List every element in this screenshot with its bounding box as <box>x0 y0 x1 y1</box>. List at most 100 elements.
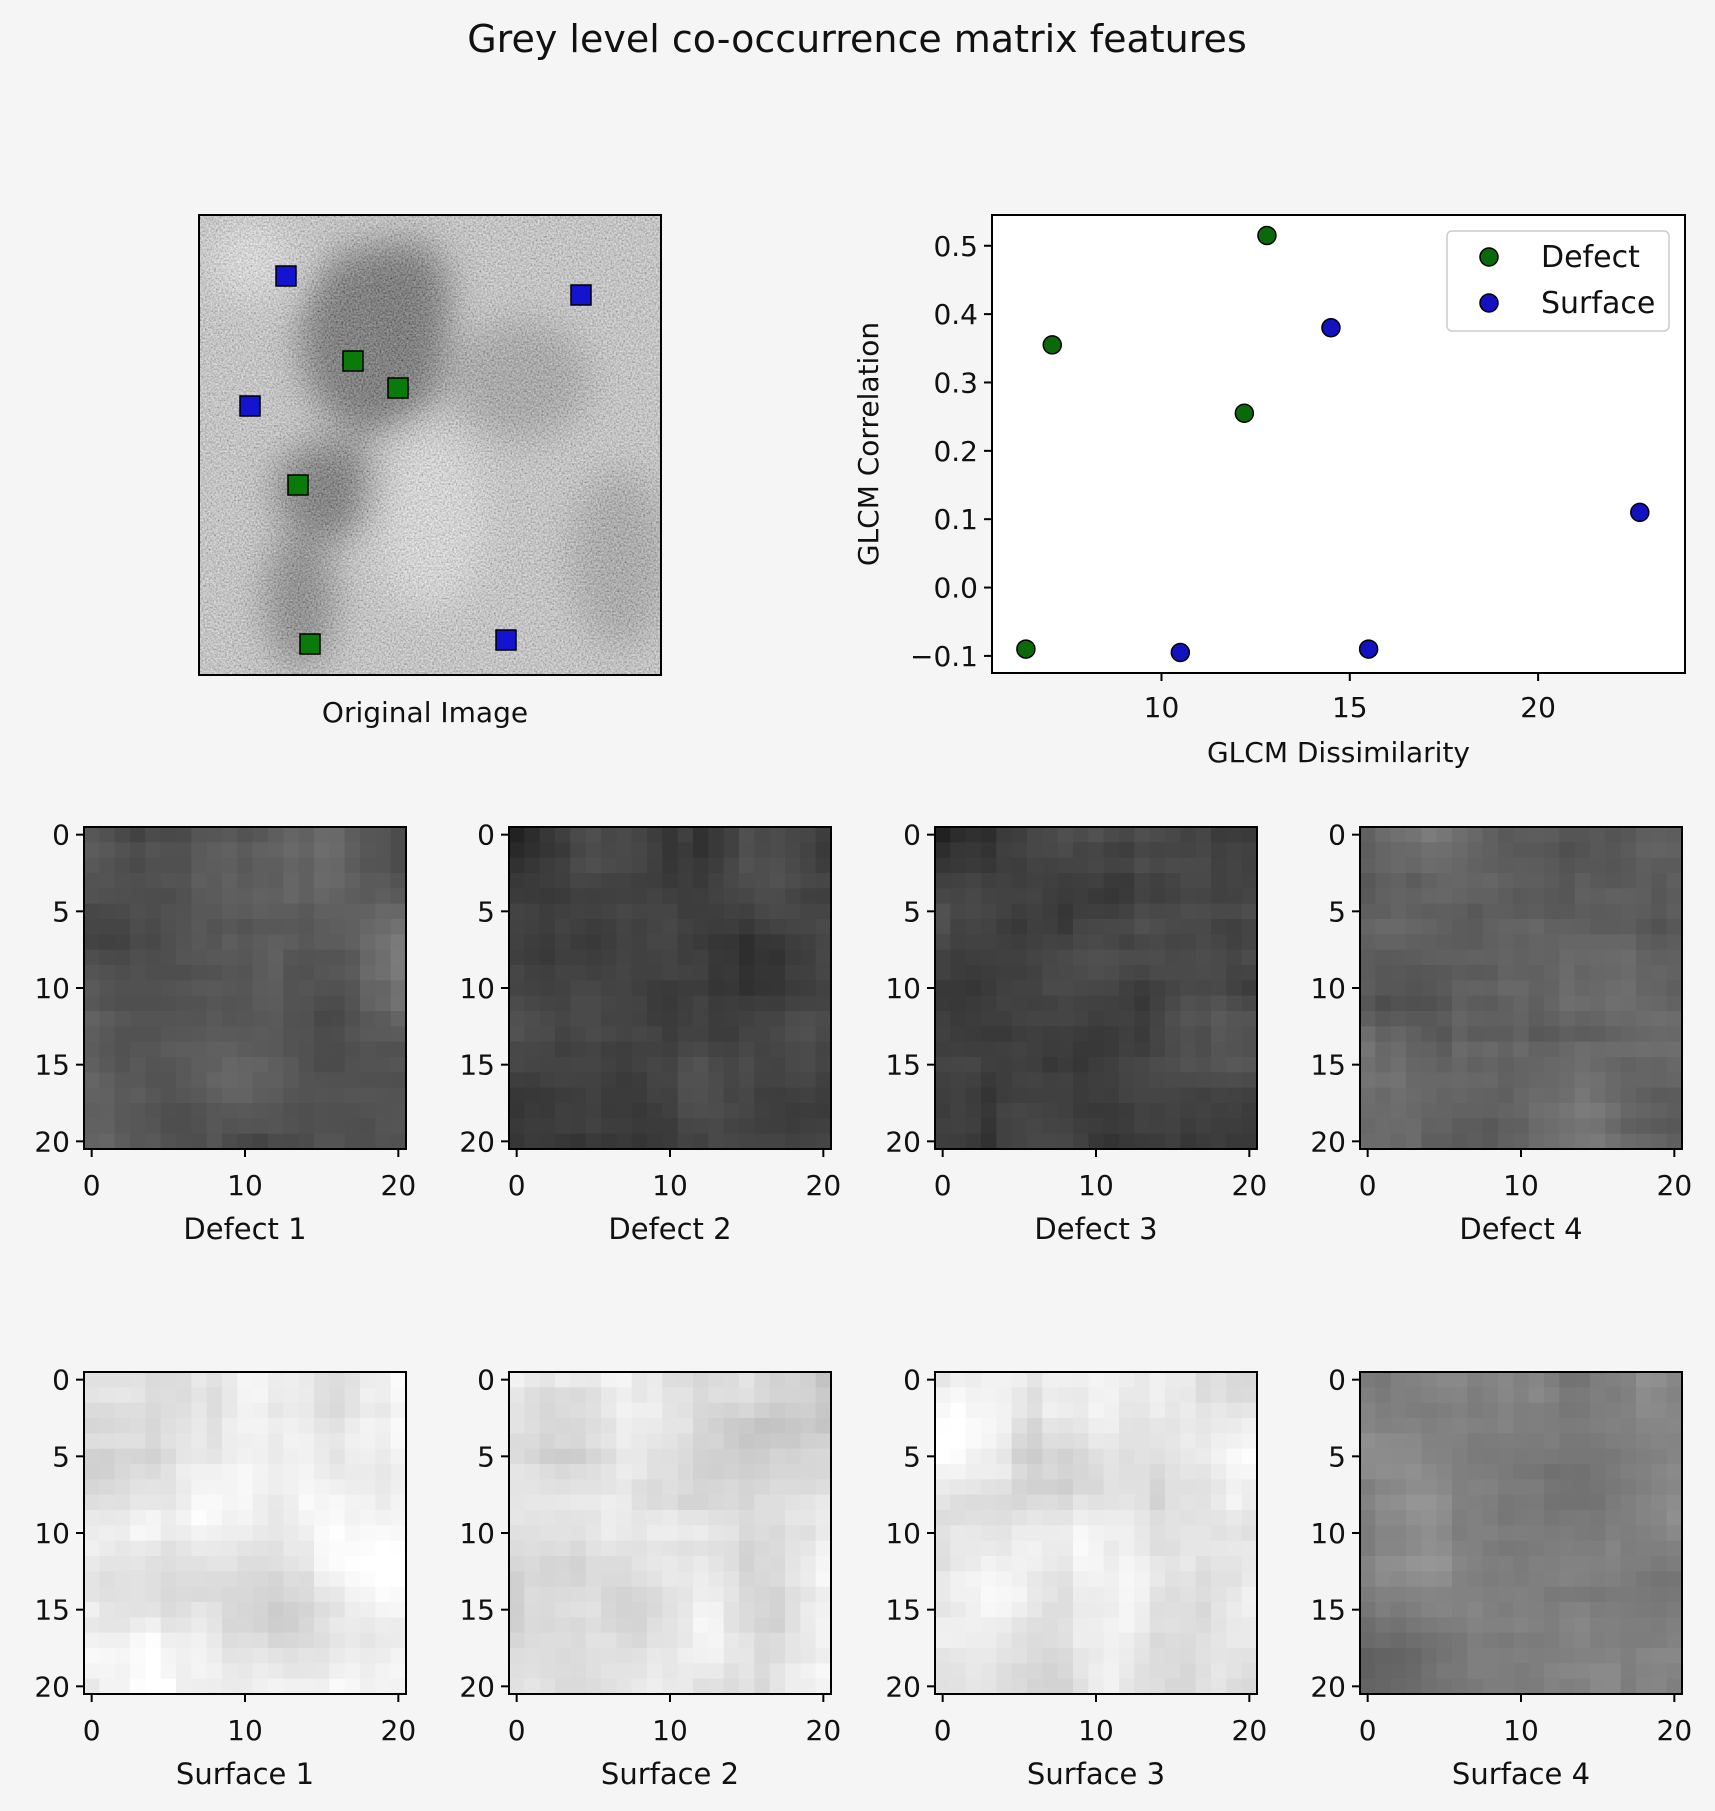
patch-pixel <box>981 888 997 905</box>
patch-pixel <box>283 1602 300 1618</box>
patch-pixel <box>1057 1556 1074 1572</box>
patch-pixel <box>1574 827 1591 843</box>
patch-pixel <box>965 857 982 874</box>
patch-pixel <box>1042 1057 1059 1073</box>
patch-pixel <box>769 1464 786 1480</box>
patch-pixel <box>616 1372 633 1388</box>
patch-pixel <box>1211 1525 1227 1542</box>
patch-pixel <box>1666 1464 1683 1480</box>
patch-pixel <box>1088 1087 1105 1104</box>
patch-pixel <box>815 1663 832 1680</box>
patch-pixel <box>935 1571 951 1588</box>
patch-pixel <box>815 1133 832 1150</box>
patch-pixel <box>1103 1011 1120 1027</box>
patch-pixel <box>1436 1678 1453 1695</box>
patch-pixel <box>723 1663 740 1680</box>
patch-pixel <box>1195 888 1212 905</box>
patch-pixel <box>1452 1011 1468 1027</box>
patch-pixel <box>647 1617 663 1634</box>
patch-pixel <box>344 1602 361 1618</box>
patch-pixel <box>539 1648 556 1664</box>
patch-pixel <box>1165 965 1181 981</box>
patch-pixel <box>509 1057 525 1073</box>
patch-pixel <box>314 995 330 1012</box>
patch-pixel <box>570 1571 587 1588</box>
patch-pixel <box>191 1026 208 1043</box>
patch-pixel <box>935 949 951 966</box>
patch-pixel <box>616 1648 633 1664</box>
patch-pixel <box>390 1540 407 1557</box>
patch-pixel <box>1482 919 1499 935</box>
patch-pixel <box>1436 1057 1453 1073</box>
patch-pixel <box>616 1678 633 1695</box>
patch-pixel <box>739 1087 755 1104</box>
patch-pixel <box>785 1540 801 1557</box>
patch-pixel <box>1544 1448 1560 1465</box>
patch-pixel <box>360 1556 376 1572</box>
patch-pixel <box>314 1448 330 1465</box>
patch-pixel <box>191 1011 208 1027</box>
patch-pixel <box>130 1041 146 1058</box>
patch-pixel <box>769 1041 786 1058</box>
patch-pixel <box>206 873 223 889</box>
patch-pixel <box>1241 827 1258 843</box>
patch-pixel <box>1149 965 1166 981</box>
patch-pixel <box>314 1464 330 1480</box>
patch-pixel <box>524 1632 541 1649</box>
patch-pixel <box>1436 1464 1453 1480</box>
patch-pixel <box>191 1525 208 1542</box>
patch-pixel <box>360 1026 376 1043</box>
patch-pixel <box>815 1402 832 1419</box>
patch-pixel <box>1057 1418 1074 1434</box>
patch-pixel <box>375 1586 392 1603</box>
patch-pixel <box>1651 1133 1668 1150</box>
patch-pixel <box>1165 1540 1181 1557</box>
patch-pixel <box>677 1133 694 1150</box>
patch-pixel <box>981 1571 997 1588</box>
patch-pixel <box>647 1387 663 1404</box>
patch-pixel <box>1590 1663 1606 1680</box>
patch-pixel <box>965 1433 982 1450</box>
patch-pixel <box>996 1372 1013 1388</box>
patch-pixel <box>84 980 100 997</box>
patch-pixel <box>99 1133 116 1150</box>
patch-pixel <box>616 1041 633 1058</box>
patch-pixel <box>99 1448 116 1465</box>
patch-pixel <box>1636 1448 1652 1465</box>
patch-pixel <box>662 888 679 905</box>
patch-pixel <box>1211 1510 1227 1526</box>
patch-pixel <box>677 857 694 874</box>
patch-title: Defect 3 <box>1034 1212 1157 1246</box>
patch-pixel <box>631 1678 648 1695</box>
patch-pixel <box>539 1586 556 1603</box>
patch-pixel <box>1498 1372 1514 1388</box>
patch-pixel <box>950 934 967 951</box>
patch-pixel <box>1375 1448 1392 1465</box>
patch-pixel <box>1651 903 1668 920</box>
patch-pixel <box>99 1103 116 1119</box>
patch-pixel <box>815 1556 832 1572</box>
patch-pixel <box>1666 1540 1683 1557</box>
patch-pixel <box>1241 1041 1258 1058</box>
patch-pixel <box>769 1087 786 1104</box>
patch-pixel <box>950 1118 967 1135</box>
patch-pixel <box>739 1494 755 1511</box>
patch-pixel <box>298 857 315 874</box>
patch-pixel <box>1375 1571 1392 1588</box>
patch-y-tick-label: 0 <box>477 1364 495 1397</box>
patch-pixel <box>390 1617 407 1634</box>
patch-pixel <box>1406 1433 1422 1450</box>
original-image-label: Original Image <box>322 696 528 729</box>
patch-pixel <box>601 1617 617 1634</box>
patch-pixel <box>222 965 238 981</box>
patch-pixel <box>1513 1648 1530 1664</box>
patch-pixel <box>981 1103 997 1119</box>
patch-pixel <box>1467 1026 1484 1043</box>
patch-pixel <box>1467 1418 1484 1434</box>
patch-pixel <box>693 1678 709 1695</box>
patch-pixel <box>283 1663 300 1680</box>
patch-x-tick-label: 0 <box>934 1714 952 1747</box>
patch-pixel <box>996 1448 1013 1465</box>
